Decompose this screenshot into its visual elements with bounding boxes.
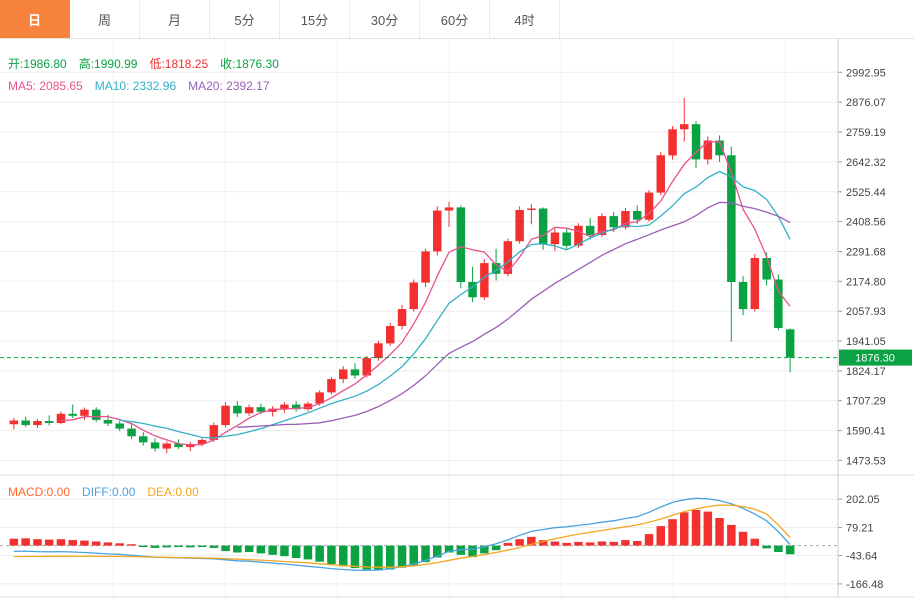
svg-text:2408.56: 2408.56 <box>846 217 886 229</box>
macd-axis: 202.05 79.21 -43.64 -166.48 <box>838 494 883 591</box>
tab-15min[interactable]: 15分 <box>280 0 350 38</box>
svg-text:1941.05: 1941.05 <box>846 336 886 348</box>
ma10-line <box>119 170 791 439</box>
macd-histogram <box>9 510 795 571</box>
svg-text:2876.07: 2876.07 <box>846 97 886 109</box>
svg-text:-166.48: -166.48 <box>846 579 883 591</box>
svg-text:1824.17: 1824.17 <box>846 366 886 378</box>
price-axis: 2992.95 2876.07 2759.19 2642.32 2525.44 2408.… <box>838 67 886 467</box>
svg-text:2174.80: 2174.80 <box>846 276 886 288</box>
svg-text:2642.32: 2642.32 <box>846 157 886 169</box>
ma20-line <box>237 201 791 428</box>
svg-text:2759.19: 2759.19 <box>846 127 886 139</box>
svg-text:1590.41: 1590.41 <box>846 426 886 438</box>
ma5-line <box>60 141 791 446</box>
grid-layer <box>0 39 838 597</box>
svg-text:2992.95: 2992.95 <box>846 67 886 79</box>
svg-text:-43.64: -43.64 <box>846 551 877 563</box>
tab-30min[interactable]: 30分 <box>350 0 420 38</box>
svg-text:2057.93: 2057.93 <box>846 306 886 318</box>
svg-text:2525.44: 2525.44 <box>846 187 886 199</box>
candlestick-chart-canvas[interactable]: 2992.95 2876.07 2759.19 2642.32 2525.44 2408.… <box>0 39 914 603</box>
svg-text:79.21: 79.21 <box>846 522 874 534</box>
tab-5min[interactable]: 5分 <box>210 0 280 38</box>
period-tabbar: 日 周 月 5分 15分 30分 60分 4时 <box>0 0 914 39</box>
tab-month[interactable]: 月 <box>140 0 210 38</box>
dea-line <box>13 504 791 568</box>
tab-4hour[interactable]: 4时 <box>490 0 560 38</box>
svg-text:1876.30: 1876.30 <box>855 353 895 365</box>
chart-area: 2992.95 2876.07 2759.19 2642.32 2525.44 2408.… <box>0 39 914 603</box>
svg-text:202.05: 202.05 <box>846 494 880 506</box>
svg-text:1473.53: 1473.53 <box>846 455 886 467</box>
svg-text:1707.29: 1707.29 <box>846 396 886 408</box>
candles-layer <box>9 97 795 454</box>
tab-week[interactable]: 周 <box>70 0 140 38</box>
last-price-tag: 1876.30 <box>839 349 912 366</box>
svg-text:2291.68: 2291.68 <box>846 247 886 259</box>
tab-day[interactable]: 日 <box>0 0 70 38</box>
tab-60min[interactable]: 60分 <box>420 0 490 38</box>
